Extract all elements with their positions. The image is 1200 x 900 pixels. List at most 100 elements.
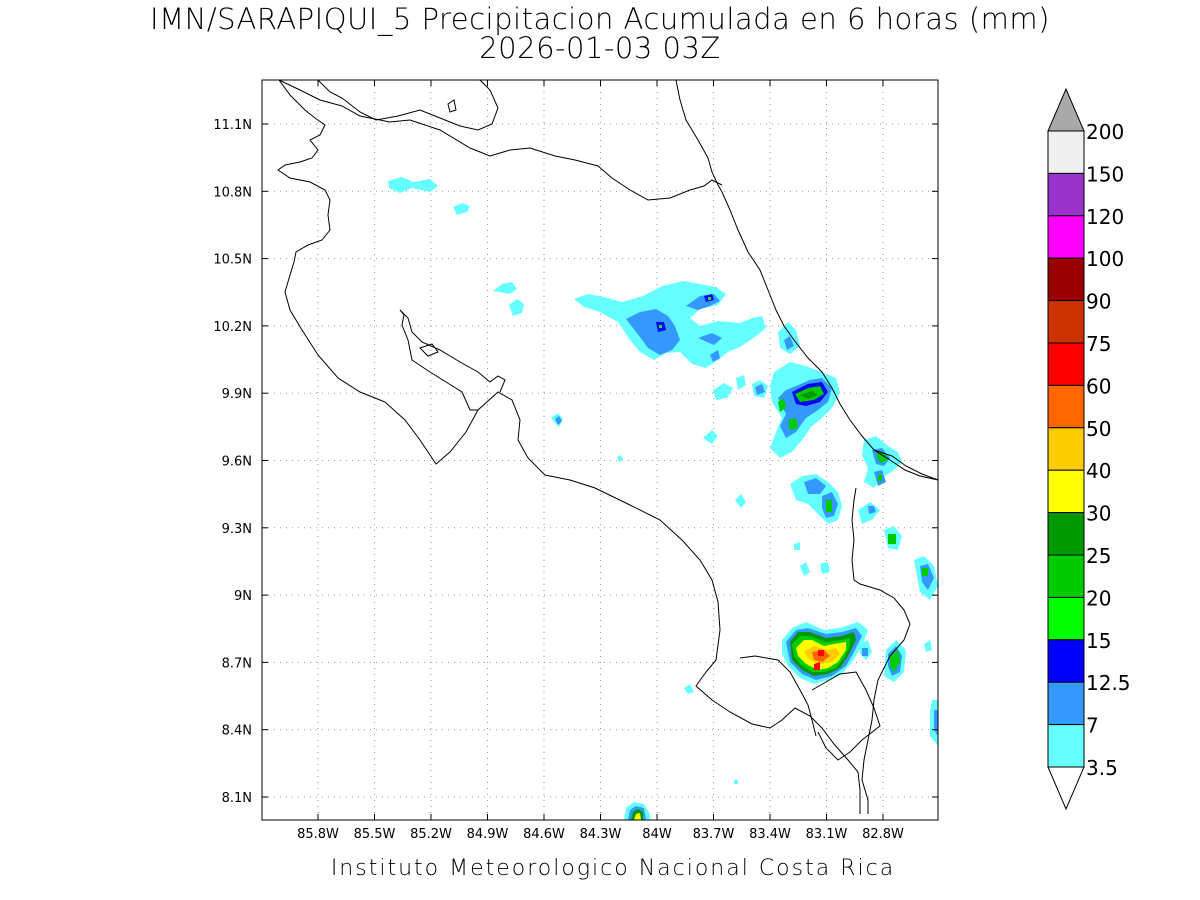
lat-tick-label: 10.8N: [213, 185, 252, 200]
colorbar-swatch: [1047, 681, 1085, 726]
precip-area: [788, 418, 798, 430]
precip-area: [703, 430, 718, 444]
longitude-axis: 85.8W 85.5W 85.2W 84.9W 84.6W 84.3W 84W 83.7W 83…: [297, 827, 904, 842]
precip-area: [922, 568, 928, 576]
colorbar-label: 100: [1086, 247, 1124, 271]
precip-area: [634, 813, 641, 820]
chira-island: [419, 343, 439, 357]
precip-area: [509, 299, 524, 316]
precip-area: [735, 494, 746, 508]
golfo-dulce-coast: [811, 671, 881, 761]
colorbar-swatch: [1047, 512, 1085, 556]
colorbar-swatch: [1047, 724, 1085, 768]
precip-area: [868, 506, 876, 514]
precipitation-field: [388, 177, 938, 820]
colorbar-swatch: [1047, 172, 1085, 217]
map-frame: [261, 79, 939, 821]
lat-tick-label: 10.2N: [213, 320, 252, 335]
precip-area: [684, 684, 694, 694]
colorbar-label: 40: [1086, 459, 1111, 483]
colorbar-label: 200: [1086, 120, 1124, 144]
colorbar-label: 25: [1086, 544, 1111, 568]
colorbar-label: 150: [1086, 162, 1124, 186]
latitude-axis: 11.1N 10.8N 10.5N 10.2N 9.9N 9.6N 9.3N 9N 8.7N 8.…: [213, 118, 252, 806]
colorbar-swatch: [1047, 469, 1085, 514]
panama-border: [851, 487, 911, 814]
footer-credit: Instituto Meteorologico Nacional Costa R…: [330, 856, 896, 881]
colorbar-label: 60: [1086, 374, 1111, 398]
lon-tick-label: 82.8W: [862, 827, 904, 842]
precip-area: [878, 475, 882, 481]
precip-area: [814, 662, 820, 670]
lon-tick-label: 83.4W: [749, 827, 791, 842]
caribbean-coastline: [675, 79, 939, 481]
precip-area: [626, 309, 680, 355]
lat-tick-label: 9N: [234, 589, 252, 604]
nicoya-gulf-coast: [399, 309, 478, 411]
precip-area: [804, 478, 826, 494]
colorbar-swatch: [1047, 596, 1085, 641]
lat-tick-label: 8.7N: [222, 656, 252, 671]
colorbar-label: 50: [1086, 417, 1111, 441]
lat-tick-label: 9.6N: [222, 455, 252, 470]
colorbar-swatch: [1047, 639, 1085, 683]
colorbar-swatch: [1047, 130, 1085, 174]
lon-tick-label: 84.3W: [580, 827, 622, 842]
colorbar-label: 30: [1086, 502, 1111, 526]
precip-area: [734, 780, 738, 784]
lon-tick-label: 83.1W: [806, 827, 848, 842]
colorbar-label: 75: [1086, 332, 1111, 356]
map-title: IMN/SARAPIQUI_5 Precipitacion Acumulada …: [150, 2, 1050, 36]
colorbar-label: 20: [1086, 586, 1111, 610]
precip-area: [698, 333, 722, 345]
coastline: [277, 79, 939, 814]
pacific-coastline: [277, 79, 861, 814]
precip-area: [818, 650, 824, 656]
color-legend: 200 150 120 100 90 75 60 50 40 30 25 20 15 12.5 7 3.5: [1047, 87, 1131, 811]
lat-tick-label: 11.1N: [213, 118, 252, 133]
osa-peninsula-coast: [739, 655, 817, 737]
precip-area: [710, 350, 720, 362]
ometepe-island: [447, 99, 457, 113]
precip-area: [826, 500, 832, 512]
lat-tick-label: 10.5N: [213, 253, 252, 268]
map-subtitle-datetime: 2026-01-03 03Z: [479, 31, 721, 65]
precip-area: [820, 562, 830, 574]
colorbar-bottom-arrow: [1047, 766, 1085, 811]
colorbar-swatch: [1047, 215, 1085, 259]
precip-area: [755, 384, 765, 395]
precip-area: [794, 542, 800, 550]
precip-area: [800, 562, 810, 576]
precip-area: [800, 391, 818, 399]
map-grid: [262, 80, 938, 820]
colorbar-label: 15: [1086, 629, 1111, 653]
colorbar-label: 7: [1086, 714, 1099, 738]
lat-tick-label: 8.4N: [222, 724, 252, 739]
lon-tick-label: 85.5W: [354, 827, 396, 842]
lat-tick-label: 9.3N: [222, 522, 252, 537]
colorbar-label: 90: [1086, 290, 1111, 314]
precip-area: [888, 534, 896, 544]
precip-area: [708, 297, 711, 300]
panama-caribbean-coast: [873, 449, 939, 481]
precip-area: [890, 650, 900, 672]
colorbar-swatch: [1047, 257, 1085, 302]
colorbar-label: 12.5: [1086, 671, 1131, 695]
lon-tick-label: 84.6W: [523, 827, 565, 842]
lon-tick-label: 84W: [642, 827, 672, 842]
colorbar-swatch: [1047, 554, 1085, 598]
precip-area: [659, 325, 662, 328]
nicaragua-border: [278, 79, 723, 201]
colorbar-label: 120: [1086, 205, 1124, 229]
precip-area: [453, 203, 470, 215]
colorbar-swatch: [1047, 384, 1085, 429]
precip-area: [778, 398, 786, 412]
precip-area: [862, 648, 868, 656]
lake-nicaragua-shore: [317, 79, 499, 131]
precip-area: [736, 375, 746, 390]
precip-area: [617, 455, 623, 462]
nicoya-gulf-coast: [399, 309, 506, 393]
colorbar-swatch: [1047, 300, 1085, 344]
precip-area: [493, 282, 517, 294]
